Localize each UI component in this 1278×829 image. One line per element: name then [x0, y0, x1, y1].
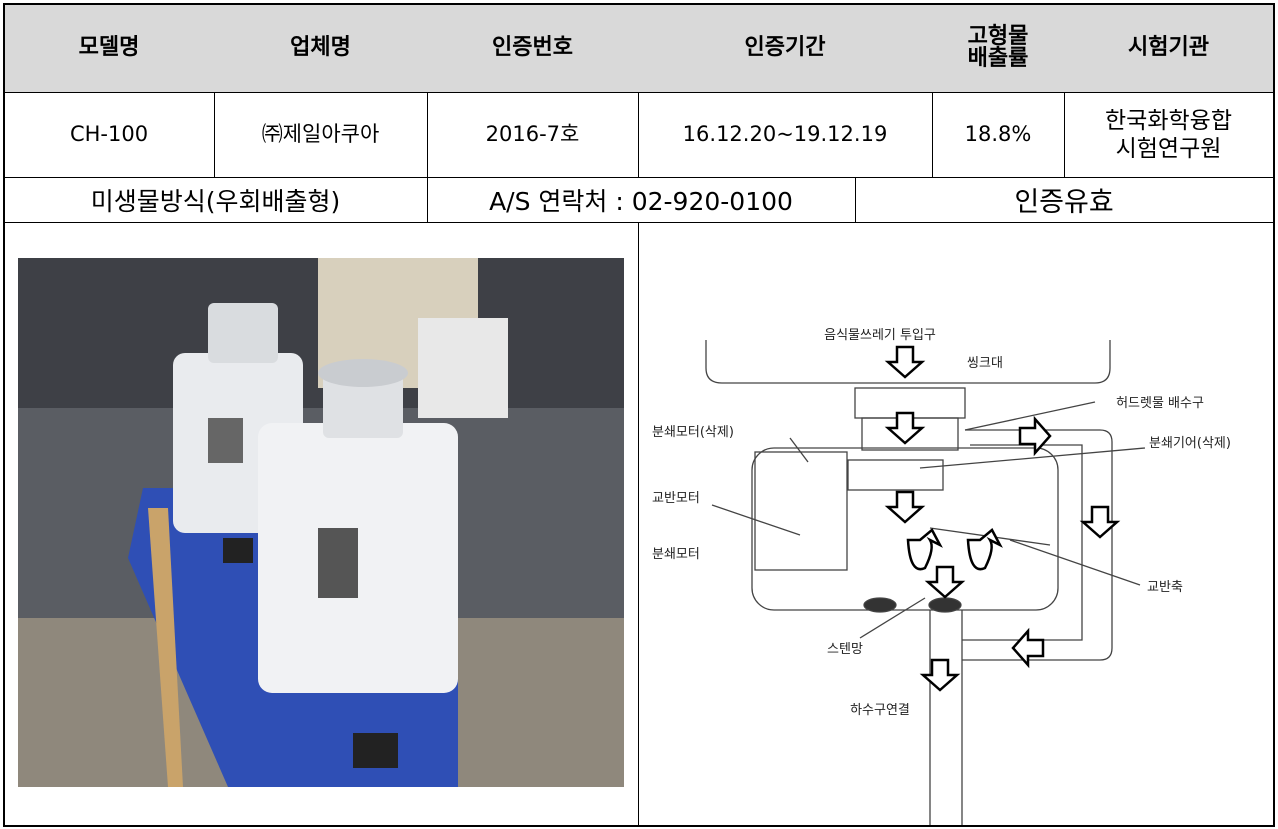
- device-body: [751, 447, 1059, 611]
- motor-box: [754, 451, 848, 571]
- diagram-label: 씽크대: [967, 356, 1003, 371]
- info-cell: 인증유효: [855, 177, 1274, 223]
- header-cell: 모델명: [4, 4, 215, 93]
- header-cell: 고형물 배출률: [932, 4, 1065, 93]
- photo-device-pedal: [223, 538, 253, 563]
- drain-pipe: [929, 610, 963, 825]
- photo-device-window: [208, 418, 243, 463]
- header-cell: 업체명: [214, 4, 428, 93]
- bypass-pipe: [962, 429, 1113, 661]
- diagram-label: 허드렛물 배수구: [1116, 396, 1204, 411]
- photo-device-inlet: [208, 303, 278, 363]
- body-cell: 18.8%: [932, 92, 1065, 178]
- sink-outline: [705, 340, 1111, 384]
- photo-device-inlet: [323, 373, 403, 438]
- flow-arrow: [921, 658, 959, 692]
- header-cell: 시험기관: [1064, 4, 1274, 93]
- diagram-label: 분쇄기어(삭제): [1149, 436, 1231, 451]
- body-cell: 한국화학융합 시험연구원: [1064, 92, 1274, 178]
- foot: [863, 597, 897, 613]
- header-cell: 인증기간: [638, 4, 933, 93]
- leader-line: [711, 504, 801, 536]
- photo-device-pedal: [353, 733, 398, 768]
- diagram-label: 교반모터: [652, 491, 700, 506]
- diagram-label: 스텐망: [827, 642, 863, 657]
- leader-line: [789, 437, 809, 463]
- structure-diagram: 음식물쓰레기 투입구 씽크대 허드렛물 배수구 분쇄모터(삭제) 분쇄기어(삭제…: [652, 328, 1231, 825]
- leader-line: [859, 597, 926, 639]
- diagram-label: 하수구연결: [850, 703, 910, 718]
- curved-arrow: [966, 528, 1003, 571]
- header-cell: 인증번호: [427, 4, 639, 93]
- info-cell: 미생물방식(우회배출형): [4, 177, 428, 223]
- leader-line: [919, 447, 1146, 469]
- diagram-label: 분쇄모터(삭제): [652, 425, 734, 440]
- leader-line: [1009, 539, 1141, 586]
- photo-device-rim: [318, 359, 408, 387]
- info-cell: A/S 연락처 : 02-920-0100: [427, 177, 856, 223]
- flow-arrow: [886, 490, 924, 524]
- body-cell: 16.12.20~19.12.19: [638, 92, 933, 178]
- foot: [928, 597, 962, 613]
- body-cell: 2016-7호: [427, 92, 639, 178]
- curved-arrow: [906, 528, 943, 571]
- photo-table-leg: [148, 508, 183, 787]
- flow-arrow: [886, 345, 924, 379]
- product-photo: [18, 258, 624, 787]
- photo-device-window: [318, 528, 358, 598]
- flow-arrow: [926, 565, 964, 599]
- body-cell: CH-100: [4, 92, 215, 178]
- diagram-label: 음식물쓰레기 투입구: [824, 328, 936, 343]
- body-cell: ㈜제일아쿠아: [214, 92, 428, 178]
- gear: [847, 459, 944, 491]
- photo-container: [418, 318, 508, 418]
- flow-arrows: [886, 345, 1119, 692]
- leader-line: [964, 401, 1096, 431]
- diagram-label: 분쇄모터: [652, 547, 700, 562]
- diagram-label: 교반축: [1147, 580, 1183, 595]
